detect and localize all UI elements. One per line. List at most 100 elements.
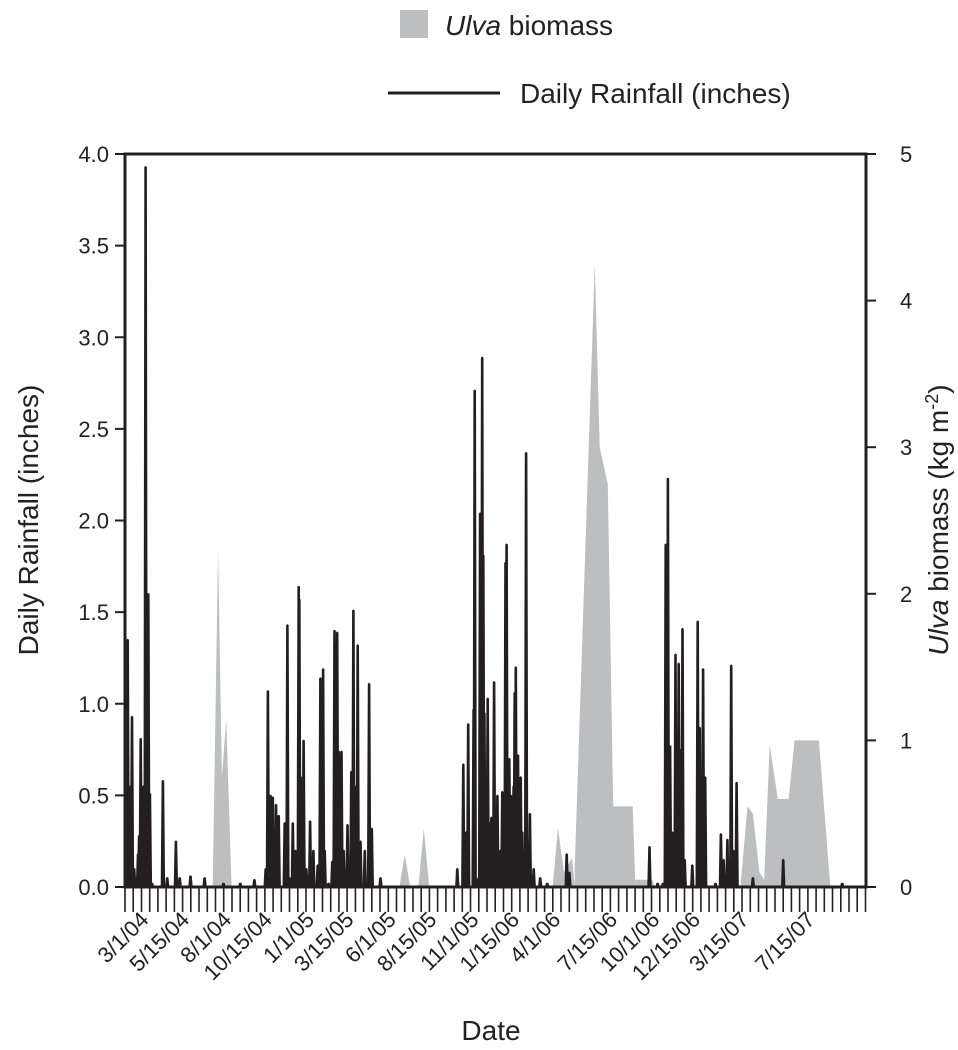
left-tick-label-3: 1.5 <box>78 600 109 625</box>
rainfall-point-99 <box>518 858 521 861</box>
series-layer <box>125 166 866 889</box>
rainfall-point-22 <box>253 878 256 881</box>
rainfall-point-126 <box>691 864 694 866</box>
rainfall-point-21 <box>239 882 242 885</box>
left-tick-label-4: 2.0 <box>78 509 109 534</box>
rainfall-point-58 <box>346 823 349 826</box>
x-axis-title: Date <box>461 1015 520 1046</box>
rainfall-point-71 <box>467 723 470 725</box>
rainfall-point-69 <box>462 763 465 765</box>
rainfall-point-141 <box>782 858 784 861</box>
rainfall-point-92 <box>510 794 512 797</box>
rainfall-point-84 <box>493 681 495 683</box>
rainfall-point-97 <box>516 803 518 806</box>
rainfall-point-110 <box>648 845 651 848</box>
rainfall-point-129 <box>700 803 702 806</box>
legend-swatch-biomass <box>400 10 428 38</box>
rainfall-point-45 <box>319 677 322 679</box>
rainfall-point-138 <box>732 849 735 852</box>
rainfall-point-59 <box>350 770 353 773</box>
left-tick-label-1: 0.5 <box>78 783 109 808</box>
legend: Ulva biomass Daily Rainfall (inches) <box>388 10 791 109</box>
rainfall-point-35 <box>297 585 300 588</box>
rainfall-point-49 <box>327 882 330 885</box>
rainfall-point-105 <box>532 867 535 870</box>
rainfall-point-77 <box>481 356 484 359</box>
rainfall-point-57 <box>342 849 345 852</box>
rainfall-point-47 <box>322 668 324 670</box>
rainfall-point-37 <box>299 776 301 778</box>
rainfall-point-54 <box>338 750 340 753</box>
rainfall-point-142 <box>841 882 843 885</box>
rainfall-point-101 <box>521 831 524 833</box>
left-axis: 0.0 0.5 1.0 1.5 2.0 2.5 3.0 3.5 4.0 <box>78 142 125 900</box>
rainfall-point-94 <box>512 785 515 787</box>
rainfall-point-38 <box>300 776 302 778</box>
right-tick-label-2: 2 <box>900 582 912 607</box>
rainfall-point-78 <box>482 554 485 557</box>
rainfall-point-124 <box>681 627 684 630</box>
rainfall-point-133 <box>720 833 722 835</box>
rainfall-point-135 <box>726 838 729 841</box>
rainfall-point-83 <box>490 816 493 819</box>
rainfall-point-117 <box>669 745 671 747</box>
rainfall-point-7 <box>141 877 144 879</box>
rainfall-point-26 <box>272 796 274 798</box>
rainfall-point-5 <box>138 834 140 837</box>
rainfall-point-73 <box>473 389 476 392</box>
legend-label-rainfall: Daily Rainfall (inches) <box>520 78 791 109</box>
rainfall-point-130 <box>702 668 704 670</box>
rainfall-point-67 <box>379 877 382 879</box>
rainfall-point-34 <box>294 849 297 852</box>
rainfall-point-95 <box>513 692 516 694</box>
rainfall-point-18 <box>189 875 192 877</box>
rainfall-line <box>125 166 866 889</box>
rainfall-point-23 <box>264 867 267 870</box>
rainfall-point-31 <box>286 624 289 626</box>
rainfall-point-108 <box>565 853 568 855</box>
rainfall-point-106 <box>539 877 541 879</box>
rainfall-point-90 <box>506 831 509 833</box>
rainfall-point-33 <box>292 822 294 824</box>
rainfall-point-116 <box>668 827 670 830</box>
series-biomass-area <box>212 264 831 887</box>
rainfall-point-2 <box>131 715 133 718</box>
right-tick-label-1: 1 <box>900 728 912 753</box>
rainfall-point-115 <box>667 477 669 480</box>
rainfall-point-36 <box>298 598 301 601</box>
rainfall-point-30 <box>283 822 286 824</box>
rainfall-point-1 <box>129 785 132 787</box>
right-tick-label-5: 5 <box>900 142 912 167</box>
rainfall-point-86 <box>499 849 501 852</box>
rainfall-point-64 <box>364 849 366 852</box>
rainfall-point-109 <box>568 871 571 874</box>
rainfall-point-32 <box>288 877 291 879</box>
rainfall-point-12 <box>149 792 151 795</box>
rainfall-point-15 <box>166 877 168 879</box>
rainfall-point-55 <box>339 803 342 806</box>
rainfall-point-41 <box>305 867 308 870</box>
rainfall-point-25 <box>269 794 272 797</box>
rainfall-point-122 <box>677 662 680 665</box>
rainfall-point-114 <box>666 763 668 765</box>
rainfall-point-103 <box>525 451 527 454</box>
rainfall-point-112 <box>662 882 664 885</box>
rainfall-point-127 <box>696 620 699 623</box>
rainfall-point-14 <box>162 779 164 782</box>
rainfall-point-113 <box>664 543 667 546</box>
left-tick-label-7: 3.5 <box>78 234 109 259</box>
y-axis-title-left: Daily Rainfall (inches) <box>13 385 44 656</box>
rainfall-point-68 <box>456 867 459 870</box>
rainfall-point-46 <box>321 803 323 806</box>
rainfall-point-132 <box>714 882 717 885</box>
rainfall-point-70 <box>465 831 467 833</box>
rainfall-point-82 <box>488 822 491 824</box>
rainfall-point-65 <box>368 682 370 685</box>
rainfall-point-4 <box>137 853 139 855</box>
x-axis: 3/1/045/15/048/1/0410/15/041/1/053/15/05… <box>93 887 867 985</box>
rainfall-point-87 <box>501 790 504 793</box>
right-tick-label-0: 0 <box>900 875 912 900</box>
rainfall-point-62 <box>356 644 359 646</box>
rainfall-point-93 <box>511 822 513 824</box>
rainfall-point-11 <box>147 593 150 595</box>
